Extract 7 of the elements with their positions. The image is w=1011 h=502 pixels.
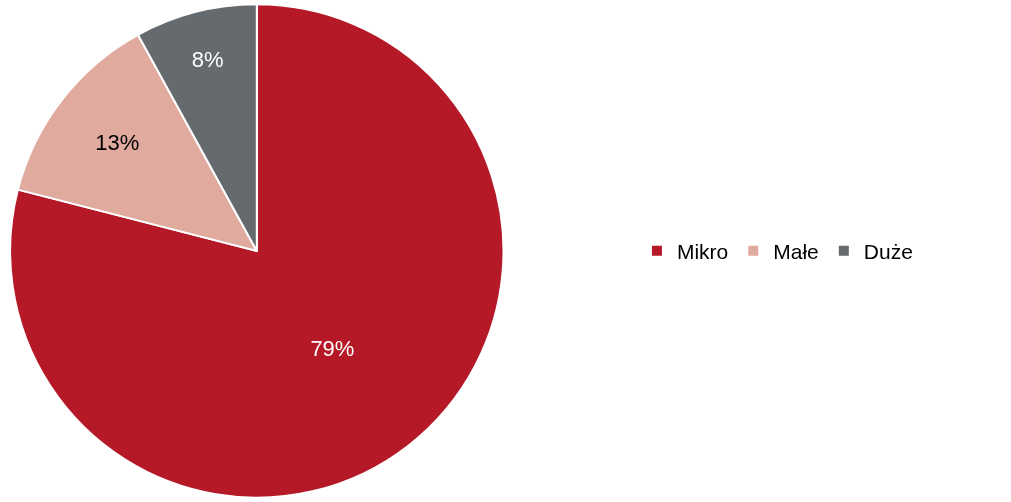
- legend-label: Małe: [773, 239, 819, 263]
- data-label: 79%: [310, 335, 355, 361]
- legend-label: Duże: [863, 239, 913, 263]
- legend-label: Mikro: [676, 239, 729, 263]
- pie-slice: [9, 3, 505, 499]
- data-label: 13%: [95, 130, 140, 156]
- data-label: 8%: [191, 47, 224, 73]
